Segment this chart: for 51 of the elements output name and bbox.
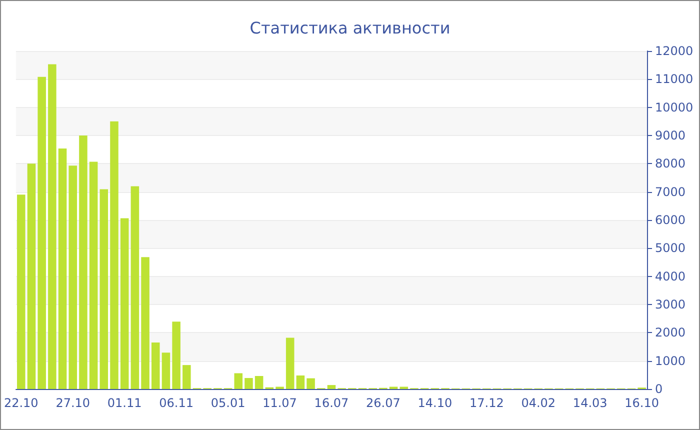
x-tick-label: 14.03 <box>572 396 608 410</box>
bar <box>306 378 315 389</box>
x-tick-label: 27.10 <box>56 396 90 410</box>
y-tick-label: 0 <box>655 382 663 396</box>
bar <box>296 375 305 389</box>
bar <box>100 189 108 389</box>
x-tick-label: 04.02 <box>521 396 556 410</box>
y-tick-label: 1000 <box>655 354 686 368</box>
bar <box>110 121 118 389</box>
y-tick-label: 12000 <box>655 44 694 58</box>
chart-title: Статистика активности <box>250 18 450 38</box>
bar <box>141 257 150 389</box>
bar <box>234 373 243 389</box>
y-tick-label: 6000 <box>655 213 686 227</box>
x-tick-label: 22.10 <box>4 396 38 410</box>
x-tick-label: 16.07 <box>314 396 349 410</box>
bar <box>68 166 77 389</box>
y-tick-label: 7000 <box>655 184 686 199</box>
bar <box>172 322 180 389</box>
y-tick-label: 5000 <box>655 241 686 256</box>
bar <box>17 194 26 389</box>
bar <box>162 352 170 389</box>
y-tick-label: 11000 <box>655 72 694 86</box>
x-tick-label: 17.12 <box>469 396 504 410</box>
bar <box>244 378 253 389</box>
bar <box>79 136 88 389</box>
y-tick-label: 8000 <box>655 156 686 171</box>
bar <box>120 218 129 389</box>
y-tick-label: 3000 <box>655 298 686 312</box>
bar <box>58 148 67 389</box>
bar <box>151 342 160 389</box>
x-tick-label: 26.07 <box>366 396 400 410</box>
bar <box>327 385 336 389</box>
y-tick-label: 9000 <box>655 128 686 142</box>
bar <box>48 64 56 389</box>
x-tick-label: 11.07 <box>262 396 297 410</box>
x-tick-label: 05.01 <box>210 396 246 410</box>
y-tick-label: 10000 <box>655 100 694 114</box>
bar <box>38 76 46 389</box>
x-tick-label: 14.10 <box>418 396 452 410</box>
bar <box>254 376 264 389</box>
x-tick-label: 06.11 <box>159 396 194 410</box>
y-tick-label: 2000 <box>655 326 686 340</box>
x-tick-label: 01.11 <box>107 396 142 410</box>
bar <box>182 365 191 389</box>
bar <box>27 164 36 389</box>
bar <box>286 338 294 389</box>
y-tick-label: 4000 <box>655 269 686 284</box>
bar <box>89 162 98 389</box>
x-tick-label: 16.10 <box>624 396 660 410</box>
bar <box>130 186 140 389</box>
